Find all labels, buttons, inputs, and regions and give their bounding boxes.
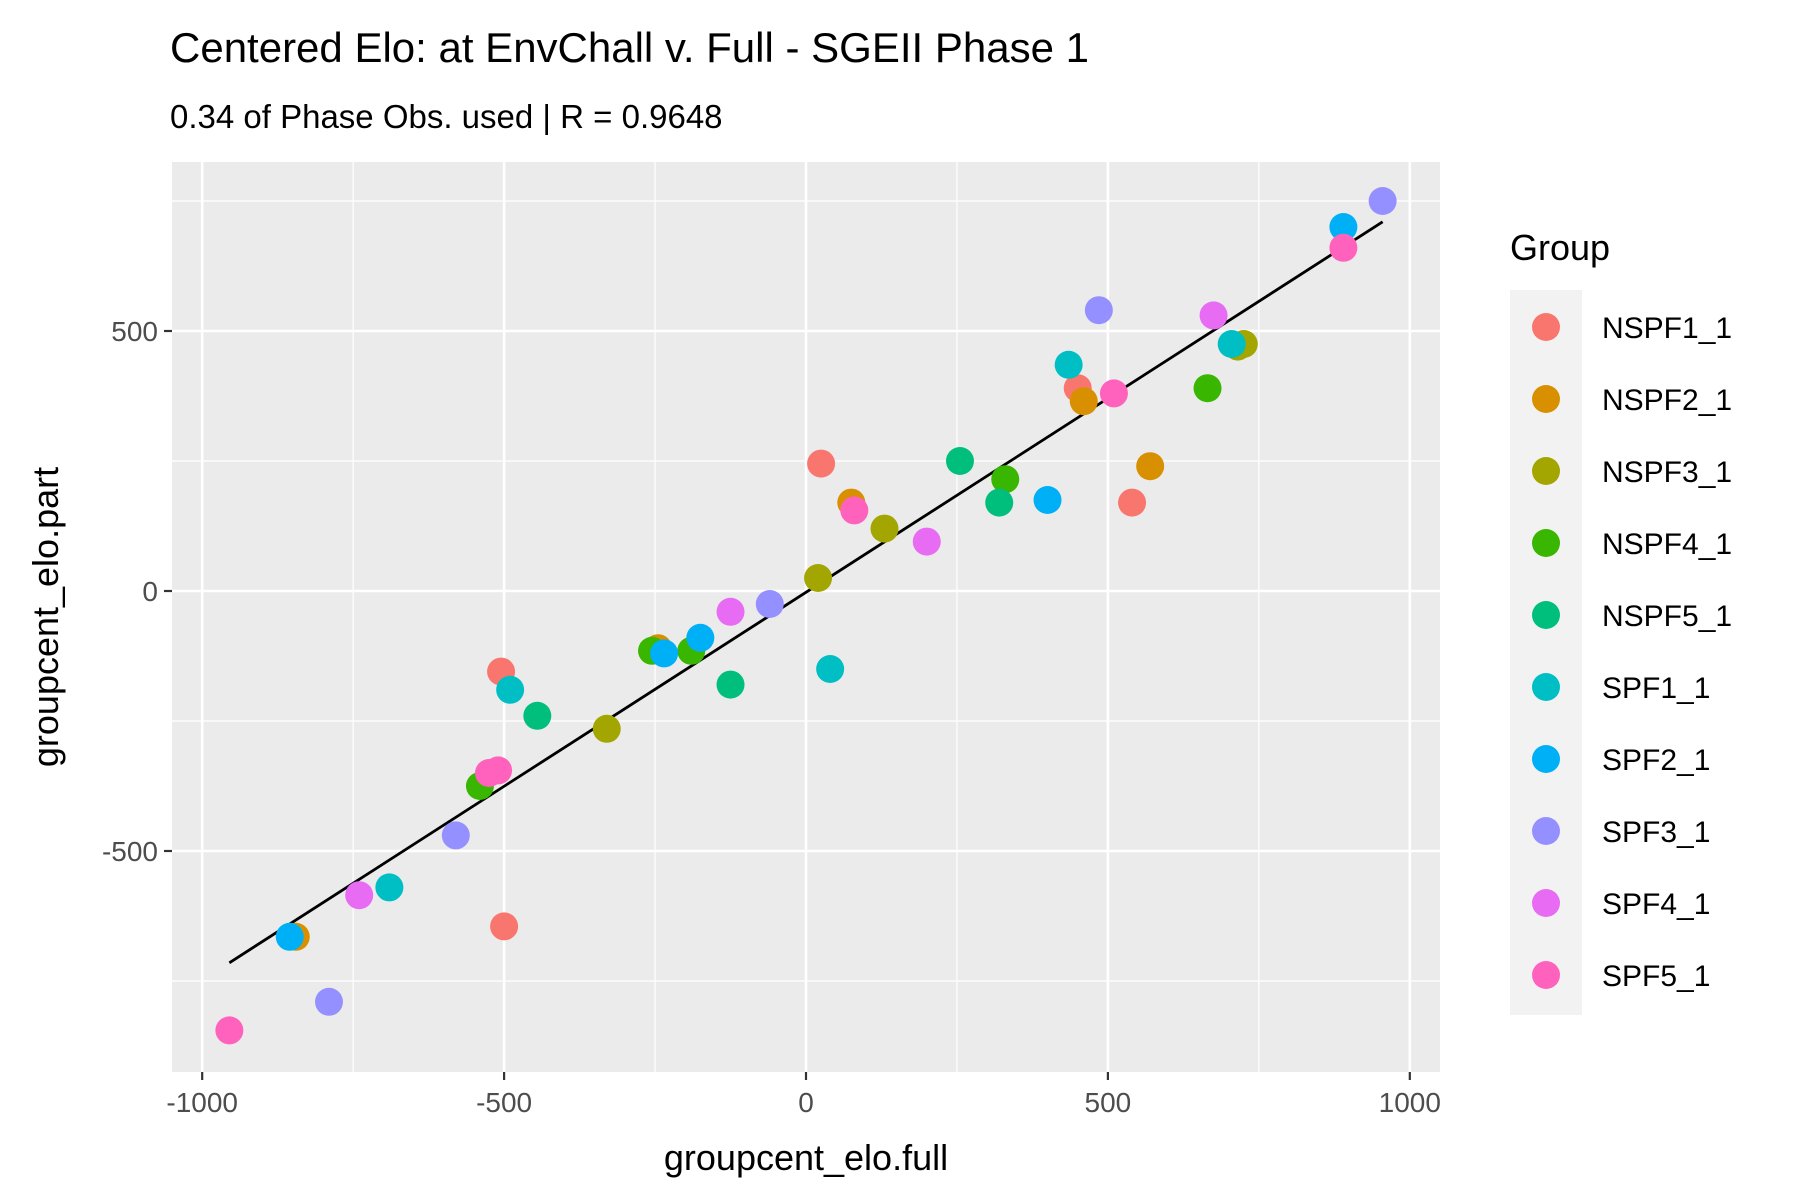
data-point-spf2-1 bbox=[275, 922, 304, 951]
data-point-spf2-1 bbox=[1033, 486, 1062, 514]
data-point-spf4-1 bbox=[1199, 301, 1228, 330]
x-tick-label: -1000 bbox=[166, 1087, 238, 1118]
y-tick-label: -500 bbox=[102, 836, 158, 867]
data-point-spf4-1 bbox=[716, 597, 745, 626]
data-point-nspf1-1 bbox=[807, 449, 836, 478]
data-point-nspf2-1 bbox=[1136, 452, 1165, 481]
data-point-spf4-1 bbox=[345, 881, 374, 910]
data-point-spf3-1 bbox=[314, 987, 343, 1016]
x-tick-label: 1000 bbox=[1379, 1087, 1441, 1118]
y-tick-label: 0 bbox=[142, 576, 158, 607]
data-point-nspf3-1 bbox=[592, 714, 621, 743]
data-point-spf2-1 bbox=[650, 639, 679, 668]
fit-line bbox=[228, 220, 1384, 964]
legend-label: NSPF3_1 bbox=[1602, 456, 1732, 489]
legend-key-nspf2-1 bbox=[1532, 385, 1560, 413]
x-axis-label: groupcent_elo.full bbox=[664, 1137, 948, 1178]
legend-key-nspf3-1 bbox=[1532, 457, 1560, 485]
data-point-nspf5-1 bbox=[716, 670, 745, 699]
data-point-spf3-1 bbox=[755, 590, 784, 618]
legend-label: SPF3_1 bbox=[1602, 816, 1710, 849]
data-point-spf3-1 bbox=[1084, 296, 1113, 325]
data-point-nspf4-1 bbox=[991, 465, 1020, 494]
data-point-nspf1-1 bbox=[490, 912, 519, 941]
y-axis: -500 0 500 bbox=[102, 316, 172, 867]
legend-key-spf4-1 bbox=[1532, 889, 1560, 917]
chart-subtitle: 0.34 of Phase Obs. used | R = 0.9648 bbox=[170, 98, 723, 135]
data-point-spf2-1 bbox=[1329, 213, 1358, 241]
data-point-spf1-1 bbox=[496, 675, 525, 704]
x-tick-label: 500 bbox=[1085, 1087, 1132, 1118]
x-tick-label: 0 bbox=[798, 1087, 814, 1118]
data-point-spf2-1 bbox=[686, 623, 715, 652]
legend-label: SPF1_1 bbox=[1602, 672, 1710, 705]
data-point-nspf4-1 bbox=[1193, 374, 1222, 403]
data-point-spf5-1 bbox=[1329, 233, 1358, 262]
legend-key-spf5-1 bbox=[1532, 961, 1560, 989]
x-tick-label: -500 bbox=[476, 1087, 532, 1118]
legend-key-nspf4-1 bbox=[1532, 529, 1560, 557]
x-axis: -1000 -500 0 500 1000 bbox=[166, 1072, 1441, 1118]
legend-key-nspf1-1 bbox=[1532, 313, 1560, 341]
data-point-nspf5-1 bbox=[945, 447, 974, 475]
chart-title: Centered Elo: at EnvChall v. Full - SGEI… bbox=[170, 24, 1089, 71]
data-point-spf1-1 bbox=[1217, 330, 1246, 358]
y-tick-label: 500 bbox=[111, 316, 158, 347]
legend-key-spf3-1 bbox=[1532, 817, 1560, 845]
data-point-nspf3-1 bbox=[870, 514, 899, 543]
data-point-nspf2-1 bbox=[1069, 387, 1098, 416]
data-point-spf1-1 bbox=[816, 655, 845, 683]
legend-key-spf1-1 bbox=[1532, 673, 1560, 701]
data-point-nspf3-1 bbox=[804, 564, 833, 592]
legend-label: NSPF1_1 bbox=[1602, 312, 1732, 345]
data-point-spf5-1 bbox=[484, 756, 513, 785]
data-point-spf5-1 bbox=[840, 496, 869, 525]
legend-items: NSPF1_1 NSPF2_1 NSPF3_1 NSPF4_1 NSPF5_1 SPF1_… bbox=[1532, 312, 1732, 993]
legend-label: SPF5_1 bbox=[1602, 960, 1710, 993]
data-point-spf4-1 bbox=[912, 527, 941, 556]
legend-label: NSPF4_1 bbox=[1602, 528, 1732, 561]
legend-title: Group bbox=[1510, 227, 1610, 268]
data-point-nspf5-1 bbox=[523, 701, 552, 730]
data-point-nspf1-1 bbox=[1118, 488, 1147, 517]
legend-label: SPF2_1 bbox=[1602, 744, 1710, 777]
data-point-spf3-1 bbox=[1368, 187, 1397, 215]
data-point-spf3-1 bbox=[441, 821, 470, 850]
legend-key-nspf5-1 bbox=[1532, 601, 1560, 629]
data-point-nspf5-1 bbox=[985, 488, 1014, 517]
legend-label: SPF4_1 bbox=[1602, 888, 1710, 921]
legend-label: NSPF5_1 bbox=[1602, 600, 1732, 633]
data-point-spf5-1 bbox=[215, 1016, 244, 1045]
legend: Group NSPF1_1 NSPF2_1 NSPF3_1 NSPF4_1 NSPF5_… bbox=[1510, 227, 1732, 1015]
y-axis-label: groupcent_elo.part bbox=[25, 467, 66, 767]
scatter-points bbox=[215, 187, 1397, 1045]
data-point-spf1-1 bbox=[375, 873, 404, 902]
legend-label: NSPF2_1 bbox=[1602, 384, 1732, 417]
data-point-spf1-1 bbox=[1054, 350, 1083, 379]
legend-key-spf2-1 bbox=[1532, 745, 1560, 773]
data-point-spf5-1 bbox=[1099, 379, 1128, 408]
